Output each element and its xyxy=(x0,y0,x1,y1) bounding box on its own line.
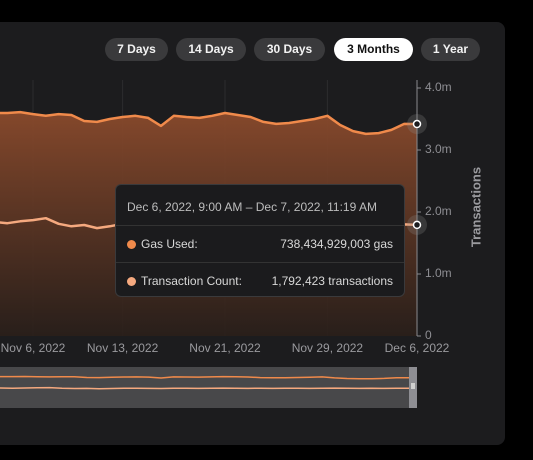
y2-tick-label: 0 xyxy=(425,328,432,342)
hover-marker xyxy=(412,119,422,129)
y2-tick-label: 1.0m xyxy=(425,266,452,280)
legend-dot xyxy=(127,277,136,286)
navigator-line xyxy=(0,375,409,380)
x-tick-label: Nov 29, 2022 xyxy=(292,341,364,355)
tooltip-value: 738,434,929,003 gas xyxy=(280,237,393,251)
y2-tick-label: 2.0m xyxy=(425,204,452,218)
tooltip-row: Gas Used: 738,434,929,003 gas xyxy=(127,236,393,252)
y2-tick-label: 3.0m xyxy=(425,142,452,156)
range-button[interactable]: 1 Year xyxy=(421,38,480,61)
range-button[interactable]: 3 Months xyxy=(334,38,413,61)
y2-tick-label: 4.0m xyxy=(425,80,452,94)
range-button[interactable]: 14 Days xyxy=(176,38,246,61)
hover-marker xyxy=(412,220,422,230)
navigator-grip xyxy=(411,383,415,389)
x-tick-label: Nov 21, 2022 xyxy=(189,341,261,355)
y2-axis-label: Transactions xyxy=(468,167,483,247)
range-button[interactable]: 7 Days xyxy=(105,38,168,61)
x-tick-label: Nov 6, 2022 xyxy=(1,341,66,355)
navigator-lines xyxy=(0,375,409,390)
tooltip-label: Transaction Count: xyxy=(141,274,242,288)
separator xyxy=(116,262,404,263)
tooltip: Dec 6, 2022, 9:00 AM – Dec 7, 2022, 11:1… xyxy=(115,184,405,297)
x-tick-label: Dec 6, 2022 xyxy=(385,341,450,355)
separator xyxy=(116,225,404,226)
legend-dot xyxy=(127,240,136,249)
x-tick-label: Nov 13, 2022 xyxy=(87,341,159,355)
tooltip-label: Gas Used: xyxy=(141,237,198,251)
tooltip-row: Transaction Count: 1,792,423 transactions xyxy=(127,273,393,289)
markers xyxy=(407,114,427,235)
navigator-line xyxy=(0,386,409,390)
tooltip-value: 1,792,423 transactions xyxy=(271,274,393,288)
range-button[interactable]: 30 Days xyxy=(254,38,325,61)
tooltip-title: Dec 6, 2022, 9:00 AM – Dec 7, 2022, 11:1… xyxy=(127,200,377,214)
line xyxy=(0,110,417,136)
axes: 0 1.0m 2.0m 3.0m 4.0m Nov 6, 2022 Nov 13, 2022… xyxy=(1,80,452,355)
